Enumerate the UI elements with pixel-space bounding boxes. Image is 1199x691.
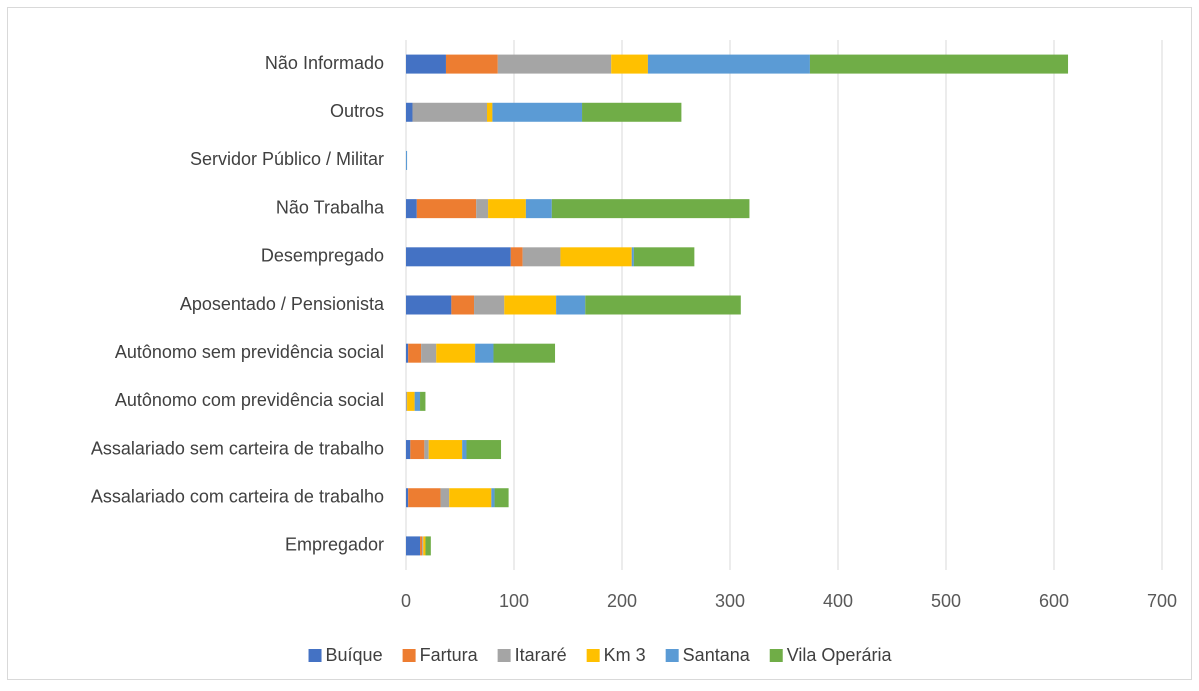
bar-segment bbox=[406, 440, 411, 460]
bar-segment bbox=[475, 343, 494, 363]
bar-segment bbox=[476, 199, 489, 219]
bar-segment bbox=[525, 199, 552, 219]
bar-segment bbox=[421, 343, 437, 363]
bar-segment bbox=[633, 247, 695, 267]
bar-segment bbox=[407, 391, 415, 411]
bar-segment bbox=[582, 102, 682, 122]
bar-segment bbox=[504, 295, 557, 315]
bar-segment bbox=[406, 391, 408, 411]
bar-segment bbox=[809, 54, 1069, 74]
y-tick-label: Autônomo sem previdência social bbox=[115, 342, 384, 362]
y-tick-label: Autônomo com previdência social bbox=[115, 390, 384, 410]
bar-segment bbox=[424, 440, 429, 460]
bar-segment bbox=[408, 343, 422, 363]
y-tick-label: Aposentado / Pensionista bbox=[180, 294, 385, 314]
bar-segment bbox=[406, 199, 417, 219]
bar-segment bbox=[406, 102, 413, 122]
legend-label: Vila Operária bbox=[787, 645, 893, 665]
bar-segment bbox=[494, 488, 509, 508]
y-tick-label: Assalariado com carteira de trabalho bbox=[91, 486, 384, 506]
bar-segment bbox=[493, 343, 556, 363]
x-tick-label: 0 bbox=[401, 591, 411, 611]
y-tick-label: Desempregado bbox=[261, 246, 384, 266]
x-tick-label: 300 bbox=[715, 591, 745, 611]
bar-segment bbox=[647, 54, 810, 74]
bar-segment bbox=[492, 102, 583, 122]
bar-segment bbox=[487, 102, 493, 122]
legend-swatch bbox=[586, 649, 600, 662]
bar-segment bbox=[611, 54, 648, 74]
bar-segment bbox=[406, 295, 452, 315]
x-tick-label: 200 bbox=[607, 591, 637, 611]
bar-segment bbox=[414, 391, 421, 411]
bar-segment bbox=[406, 247, 511, 267]
bar-segment bbox=[491, 488, 495, 508]
bar-segment bbox=[410, 440, 425, 460]
bar-segment bbox=[474, 295, 505, 315]
x-tick-label: 500 bbox=[931, 591, 961, 611]
bar-segment bbox=[406, 536, 421, 556]
legend-swatch bbox=[769, 649, 783, 662]
legend-swatch bbox=[402, 649, 416, 662]
x-tick-label: 100 bbox=[499, 591, 529, 611]
bar-segment bbox=[422, 536, 424, 556]
bar-segment bbox=[412, 102, 487, 122]
bar-segment bbox=[445, 54, 498, 74]
bar-segment bbox=[408, 488, 441, 508]
x-tick-label: 700 bbox=[1147, 591, 1177, 611]
bar-segment bbox=[556, 295, 586, 315]
bar-segment bbox=[631, 247, 634, 267]
bar-segment bbox=[420, 536, 423, 556]
bar-segment bbox=[440, 488, 450, 508]
y-tick-label: Outros bbox=[330, 101, 384, 121]
y-tick-label: Não Informado bbox=[265, 53, 384, 73]
bar-segment bbox=[488, 199, 526, 219]
x-tick-label: 600 bbox=[1039, 591, 1069, 611]
bar-segment bbox=[425, 536, 431, 556]
legend-label: Fartura bbox=[420, 645, 479, 665]
bar-segment bbox=[406, 150, 408, 170]
bar-segment bbox=[406, 343, 409, 363]
bar-segment bbox=[551, 199, 750, 219]
bar-segment bbox=[462, 440, 467, 460]
bar-segment bbox=[436, 343, 476, 363]
legend-swatch bbox=[665, 649, 679, 662]
bar-segment bbox=[510, 247, 523, 267]
bar-segment bbox=[466, 440, 502, 460]
bar-segment bbox=[585, 295, 741, 315]
legend-label: Km 3 bbox=[604, 645, 646, 665]
bar-segment bbox=[423, 536, 426, 556]
y-tick-label: Empregador bbox=[285, 535, 384, 555]
legend-label: Itararé bbox=[515, 645, 567, 665]
y-tick-label: Servidor Público / Militar bbox=[190, 149, 384, 169]
bar-segment bbox=[420, 391, 426, 411]
bar-segment bbox=[560, 247, 632, 267]
bar-segment bbox=[428, 440, 463, 460]
bar-segment bbox=[497, 54, 612, 74]
bar-segment bbox=[416, 199, 477, 219]
bar-segment bbox=[449, 488, 492, 508]
y-tick-label: Assalariado sem carteira de trabalho bbox=[91, 438, 384, 458]
legend-label: Buíque bbox=[326, 645, 383, 665]
bar-segment bbox=[406, 54, 446, 74]
x-tick-label: 400 bbox=[823, 591, 853, 611]
bar-segment bbox=[406, 488, 409, 508]
bar-segment bbox=[522, 247, 561, 267]
y-tick-label: Não Trabalha bbox=[276, 197, 385, 217]
bar-segment bbox=[451, 295, 475, 315]
legend-swatch bbox=[497, 649, 511, 662]
legend-label: Santana bbox=[683, 645, 751, 665]
legend-swatch bbox=[308, 649, 322, 662]
